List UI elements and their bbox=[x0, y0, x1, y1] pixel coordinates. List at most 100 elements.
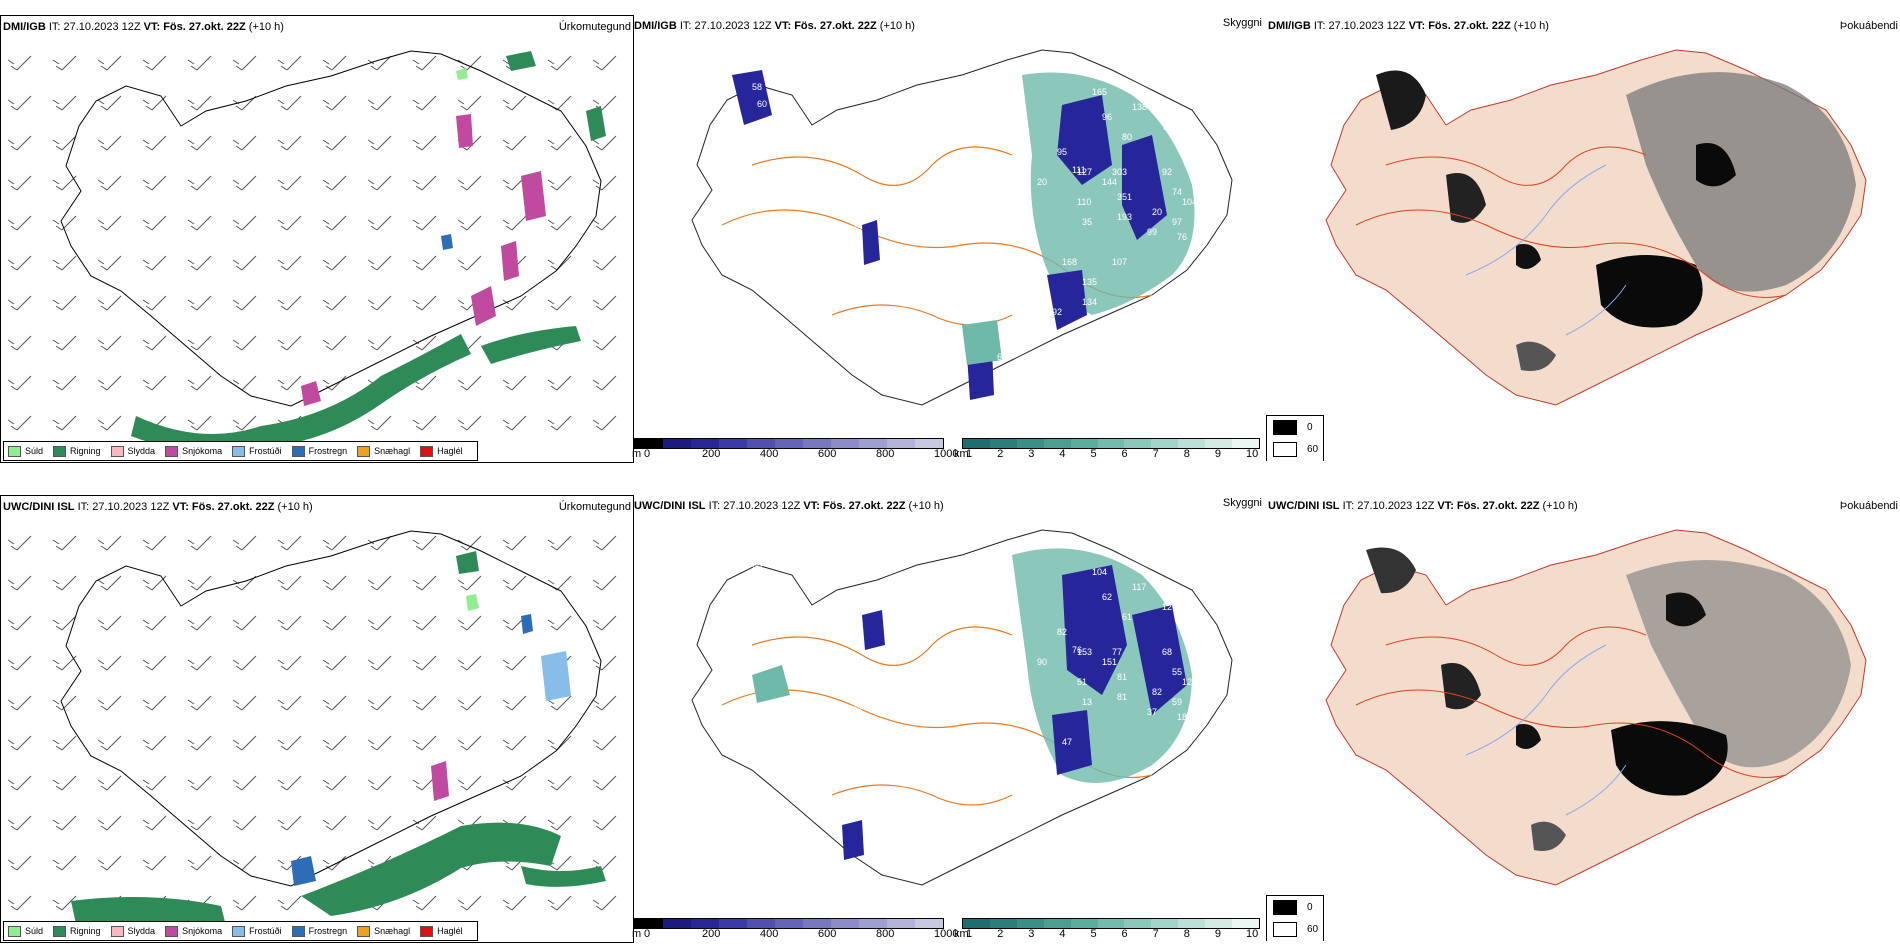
valid-time: VT: Fös. 27.okt. 22Z bbox=[803, 500, 906, 512]
wind-barb-icon bbox=[502, 215, 527, 231]
wind-barb-icon bbox=[412, 735, 437, 751]
scale-tick: 10 bbox=[1246, 448, 1259, 460]
model-name: DMI/IGB bbox=[634, 20, 677, 32]
iceland-coastline bbox=[60, 530, 602, 887]
fog-areas bbox=[1366, 547, 1851, 851]
wind-barb-icon bbox=[7, 295, 32, 311]
legend-item: Slydda bbox=[110, 445, 155, 457]
wind-barb-icon bbox=[592, 655, 617, 671]
scale-tick: 0 bbox=[644, 448, 651, 460]
wind-barb-icon bbox=[592, 295, 617, 311]
visibility-value-label: 58 bbox=[752, 82, 762, 92]
scale-unit: km bbox=[954, 448, 969, 460]
low-visibility-areas bbox=[732, 70, 1195, 400]
wind-barb-icon bbox=[367, 295, 392, 311]
wind-barb-icon bbox=[592, 135, 617, 151]
visibility-colorbar bbox=[962, 438, 1260, 449]
visibility-value-label: 60 bbox=[757, 99, 767, 109]
colorbar-step bbox=[663, 919, 691, 928]
wind-barb-icon bbox=[322, 735, 347, 751]
wind-barb-icon bbox=[322, 175, 347, 191]
wind-barb-icon bbox=[592, 735, 617, 751]
init-time: IT: 27.10.2023 12Z bbox=[1342, 500, 1435, 512]
wind-barb-icon bbox=[187, 695, 212, 711]
visibility-value-label: 68 bbox=[997, 367, 1007, 377]
colorbar-step bbox=[1151, 439, 1179, 448]
scale-tick: 600 bbox=[818, 928, 837, 940]
wind-barb-icon bbox=[52, 775, 77, 791]
wind-barb-icon bbox=[502, 735, 527, 751]
visibility-ticks: km 1 2 3 4 5 6 7 8 9 10 bbox=[954, 928, 1264, 941]
elevation-colorbar bbox=[634, 918, 944, 929]
wind-barb-icon bbox=[592, 415, 617, 431]
wind-barb-icon bbox=[187, 375, 212, 391]
wind-barb-icon bbox=[412, 695, 437, 711]
visibility-value-label: 117 bbox=[1132, 582, 1146, 592]
visibility-value-label: 13 bbox=[1082, 697, 1092, 707]
legend-swatch bbox=[232, 925, 246, 937]
wind-barb-icon bbox=[142, 295, 167, 311]
legend-item: Frostúði bbox=[232, 925, 282, 937]
wind-barb-icon bbox=[142, 615, 167, 631]
fog-legend-label: 60 bbox=[1307, 443, 1319, 455]
scale-tick: 1 bbox=[966, 448, 973, 460]
rivers bbox=[1465, 164, 1627, 336]
visibility-value-label: 37 bbox=[1147, 707, 1157, 717]
legend-swatch bbox=[357, 925, 371, 937]
visibility-panel: DMI/IGB IT: 27.10.2023 12Z VT: Fös. 27.o… bbox=[632, 15, 1264, 461]
colorbar-step bbox=[719, 439, 747, 448]
visibility-value-label: 127 bbox=[1162, 602, 1177, 612]
wind-barb-icon bbox=[52, 415, 77, 431]
visibility-value-label: 189 bbox=[1177, 712, 1192, 722]
wind-barb-icon bbox=[547, 575, 572, 591]
wind-barb-icon bbox=[232, 415, 257, 431]
variable-title: Þokuábendi bbox=[1839, 20, 1898, 32]
visibility-value-label: 55 bbox=[1172, 667, 1182, 677]
legend-item: Rigning bbox=[53, 445, 101, 457]
panel-header: UWC/DINI ISL IT: 27.10.2023 12Z VT: Fös.… bbox=[1268, 500, 1578, 512]
wind-barb-icon bbox=[7, 95, 32, 111]
colorbar-step bbox=[831, 439, 859, 448]
colorbar-step bbox=[887, 439, 915, 448]
legend-item: Haglél bbox=[420, 445, 463, 457]
valid-time: VT: Fös. 27.okt. 22Z bbox=[1437, 500, 1540, 512]
wind-barb-icon bbox=[187, 575, 212, 591]
wind-barb-icon bbox=[322, 775, 347, 791]
variable-title: Úrkomutegund bbox=[558, 501, 631, 513]
variable-title: Úrkomutegund bbox=[558, 21, 631, 33]
wind-barb-icon bbox=[322, 95, 347, 111]
legend-label: Slydda bbox=[127, 926, 156, 936]
scale-tick: 8 bbox=[1183, 448, 1190, 460]
low-visibility-areas bbox=[752, 548, 1192, 860]
wind-barb-icon bbox=[277, 735, 302, 751]
fog-legend-row: 60 bbox=[1267, 438, 1323, 460]
wind-barb-icon bbox=[592, 375, 617, 391]
wind-barb-icon bbox=[547, 295, 572, 311]
visibility-value-label: 80 bbox=[1192, 237, 1202, 247]
visibility-value-label: 90 bbox=[752, 562, 762, 572]
scale-tick: 200 bbox=[702, 928, 721, 940]
legend-item: Snæhagl bbox=[357, 445, 410, 457]
wind-barb-icon bbox=[547, 775, 572, 791]
wind-barb-icon bbox=[187, 255, 212, 271]
wind-barb-icon bbox=[502, 695, 527, 711]
variable-title: Þokuábendi bbox=[1839, 500, 1898, 512]
variable-title: Skyggni bbox=[1222, 497, 1262, 509]
scale-tick: 600 bbox=[818, 448, 837, 460]
wind-barb-icon bbox=[97, 175, 122, 191]
wind-barb-icon bbox=[232, 255, 257, 271]
legend-swatch bbox=[291, 925, 305, 937]
visibility-value-label: 135 bbox=[1082, 277, 1097, 287]
wind-barb-icon bbox=[457, 415, 482, 431]
wind-barb-icon bbox=[97, 135, 122, 151]
fog-legend: 0 60 bbox=[1266, 895, 1324, 941]
visibility-value-label: 47 bbox=[1062, 737, 1072, 747]
colorbar-step bbox=[1097, 439, 1125, 448]
visibility-value-label: 144 bbox=[1102, 177, 1117, 187]
wind-barb-icon bbox=[97, 615, 122, 631]
fog-swatch bbox=[1273, 899, 1297, 915]
wind-barb-icon bbox=[367, 175, 392, 191]
wind-barb-icon bbox=[457, 575, 482, 591]
colorbar-step bbox=[1070, 439, 1098, 448]
wind-barb-icon bbox=[97, 55, 122, 71]
